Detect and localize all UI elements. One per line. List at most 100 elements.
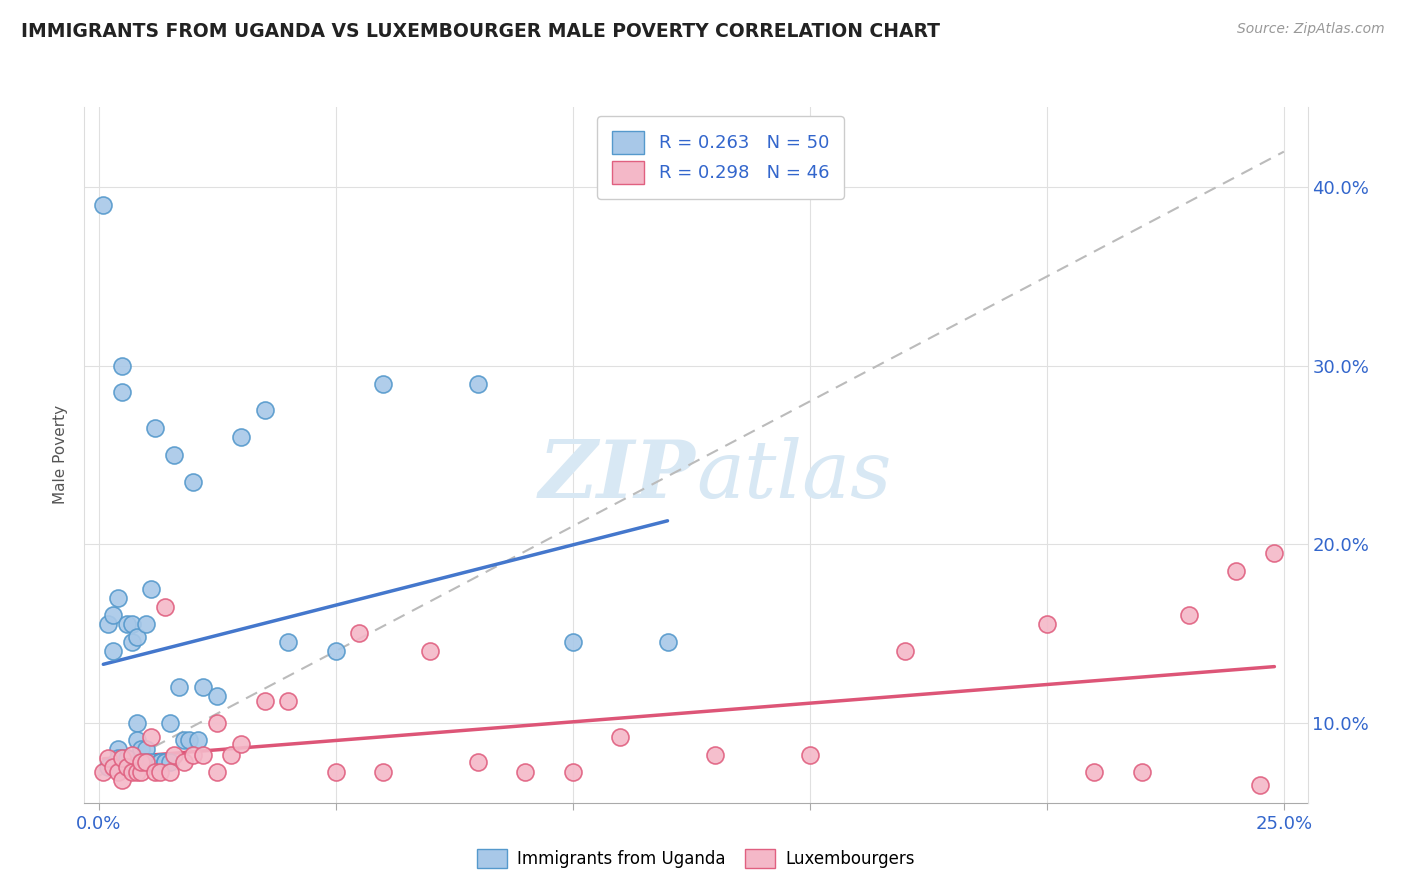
Point bbox=[111, 760, 134, 774]
Point bbox=[229, 737, 252, 751]
Point bbox=[111, 772, 134, 787]
Point bbox=[149, 755, 172, 769]
Point bbox=[221, 747, 243, 762]
Point bbox=[125, 733, 148, 747]
Point bbox=[325, 644, 347, 658]
Point bbox=[139, 755, 162, 769]
Point bbox=[145, 765, 167, 780]
Point bbox=[561, 635, 583, 649]
Point bbox=[101, 644, 124, 658]
Point bbox=[111, 751, 134, 765]
Y-axis label: Male Poverty: Male Poverty bbox=[53, 405, 69, 505]
Point bbox=[1225, 564, 1247, 578]
Point bbox=[253, 403, 276, 417]
Point bbox=[121, 617, 143, 632]
Point bbox=[111, 751, 134, 765]
Text: atlas: atlas bbox=[696, 437, 891, 515]
Point bbox=[277, 635, 299, 649]
Point bbox=[107, 751, 129, 765]
Point bbox=[183, 747, 205, 762]
Point bbox=[325, 765, 347, 780]
Point bbox=[139, 582, 162, 596]
Text: Source: ZipAtlas.com: Source: ZipAtlas.com bbox=[1237, 22, 1385, 37]
Point bbox=[115, 751, 138, 765]
Point bbox=[515, 765, 537, 780]
Legend: Immigrants from Uganda, Luxembourgers: Immigrants from Uganda, Luxembourgers bbox=[470, 842, 922, 874]
Point bbox=[1263, 546, 1285, 560]
Point bbox=[173, 755, 195, 769]
Point bbox=[163, 448, 186, 462]
Point bbox=[167, 680, 190, 694]
Point bbox=[145, 421, 167, 435]
Point bbox=[177, 733, 200, 747]
Point bbox=[135, 755, 157, 769]
Point bbox=[129, 755, 152, 769]
Point bbox=[135, 617, 157, 632]
Point bbox=[111, 359, 134, 373]
Point bbox=[107, 591, 129, 605]
Text: IMMIGRANTS FROM UGANDA VS LUXEMBOURGER MALE POVERTY CORRELATION CHART: IMMIGRANTS FROM UGANDA VS LUXEMBOURGER M… bbox=[21, 22, 941, 41]
Point bbox=[125, 630, 148, 644]
Point bbox=[467, 755, 489, 769]
Point bbox=[277, 694, 299, 708]
Point bbox=[467, 376, 489, 391]
Point bbox=[253, 694, 276, 708]
Point bbox=[371, 765, 394, 780]
Point bbox=[125, 765, 148, 780]
Point bbox=[91, 198, 114, 212]
Point bbox=[159, 715, 181, 730]
Point bbox=[159, 755, 181, 769]
Point bbox=[191, 680, 214, 694]
Point bbox=[149, 765, 172, 780]
Point bbox=[159, 765, 181, 780]
Point bbox=[115, 617, 138, 632]
Point bbox=[191, 747, 214, 762]
Point bbox=[657, 635, 679, 649]
Point bbox=[115, 760, 138, 774]
Point bbox=[419, 644, 441, 658]
Point bbox=[135, 742, 157, 756]
Point bbox=[107, 765, 129, 780]
Point bbox=[149, 755, 172, 769]
Point bbox=[111, 385, 134, 400]
Point bbox=[129, 742, 152, 756]
Point bbox=[139, 730, 162, 744]
Point bbox=[1178, 608, 1201, 623]
Point bbox=[153, 599, 176, 614]
Point bbox=[129, 755, 152, 769]
Text: ZIP: ZIP bbox=[538, 437, 696, 515]
Point bbox=[1036, 617, 1059, 632]
Point bbox=[129, 765, 152, 780]
Point bbox=[183, 475, 205, 489]
Point bbox=[97, 617, 120, 632]
Point bbox=[349, 626, 371, 640]
Point bbox=[101, 608, 124, 623]
Point bbox=[153, 755, 176, 769]
Point bbox=[1249, 778, 1271, 792]
Point bbox=[107, 742, 129, 756]
Point bbox=[609, 730, 631, 744]
Point bbox=[101, 760, 124, 774]
Point bbox=[1083, 765, 1105, 780]
Point bbox=[163, 747, 186, 762]
Point bbox=[205, 715, 228, 730]
Point bbox=[121, 765, 143, 780]
Point bbox=[121, 747, 143, 762]
Point bbox=[135, 755, 157, 769]
Point bbox=[97, 760, 120, 774]
Point bbox=[125, 715, 148, 730]
Point bbox=[153, 755, 176, 769]
Point bbox=[561, 765, 583, 780]
Point bbox=[205, 765, 228, 780]
Point bbox=[205, 689, 228, 703]
Point bbox=[799, 747, 821, 762]
Point bbox=[371, 376, 394, 391]
Point bbox=[173, 733, 195, 747]
Point bbox=[703, 747, 725, 762]
Point bbox=[229, 430, 252, 444]
Point bbox=[121, 635, 143, 649]
Point bbox=[187, 733, 209, 747]
Point bbox=[97, 751, 120, 765]
Point bbox=[115, 760, 138, 774]
Point bbox=[91, 765, 114, 780]
